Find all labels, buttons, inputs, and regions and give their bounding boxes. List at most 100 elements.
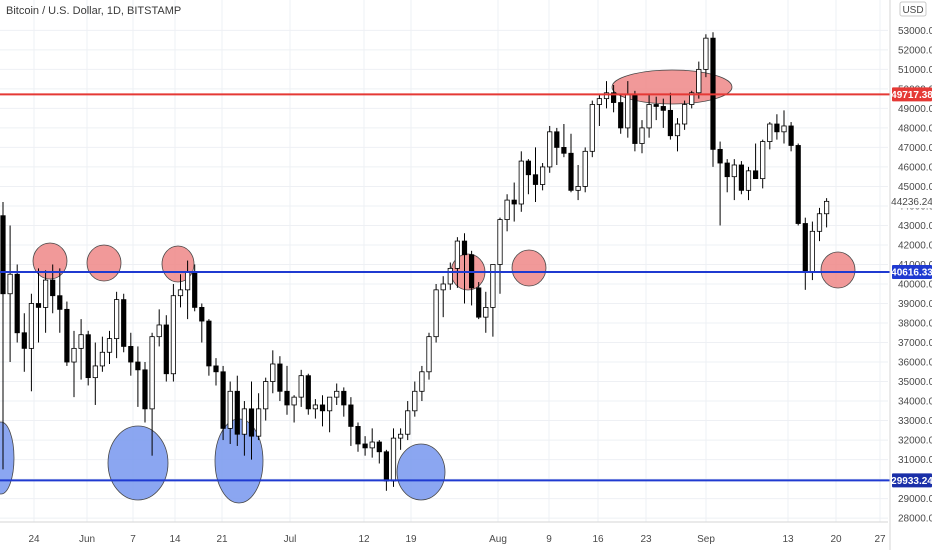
candle (781, 110, 787, 144)
candle-body (220, 371, 226, 429)
candle (767, 122, 773, 150)
x-tick-label: Jun (79, 534, 95, 545)
candle-body (227, 390, 233, 429)
candle (284, 365, 290, 415)
candle-body (305, 375, 311, 410)
candle-body (397, 433, 404, 439)
candle-body (319, 404, 326, 412)
candle-body (525, 160, 532, 176)
candle (717, 141, 723, 226)
candle (703, 34, 709, 78)
candle (71, 330, 77, 398)
candle-body (99, 351, 105, 367)
y-tick-label: 42000.00 (898, 240, 932, 251)
candle-body (689, 92, 695, 105)
price-badge: 40616.33 (891, 264, 932, 279)
candle (326, 396, 333, 433)
price-badge: 49717.38 (891, 87, 932, 102)
candle (92, 342, 98, 405)
currency-box[interactable]: USD (899, 1, 927, 17)
candle (177, 274, 184, 308)
candle (632, 90, 638, 152)
x-tick-label: 13 (782, 534, 794, 545)
x-tick-label: Jul (284, 534, 297, 545)
candle (568, 133, 574, 193)
y-tick-label: 33000.00 (898, 416, 932, 427)
candle (369, 428, 375, 458)
candle (582, 147, 588, 193)
candle (738, 161, 745, 195)
y-tick-label: 40000.00 (898, 279, 932, 290)
candle-body (412, 390, 418, 412)
candle-body (78, 334, 84, 349)
y-tick-label: 39000.00 (898, 299, 932, 310)
candle-body (14, 273, 20, 334)
candle (57, 268, 63, 333)
price-badge-box (892, 87, 932, 102)
candle-body (547, 131, 553, 168)
x-tick-label: Aug (489, 534, 507, 545)
candle (731, 159, 737, 201)
candle-body (646, 104, 652, 129)
candle-body (206, 320, 212, 367)
candle (376, 440, 382, 464)
candle (355, 422, 361, 452)
candle (142, 362, 148, 423)
candle-body (43, 279, 49, 308)
candle-body (589, 104, 595, 152)
candle (561, 124, 567, 158)
candle (824, 198, 830, 228)
candle (504, 194, 510, 232)
candle (121, 293, 127, 353)
resistance-zone-ellipse (611, 69, 733, 105)
candle-body (753, 170, 759, 180)
y-tick-label: 29000.00 (898, 494, 932, 505)
support-touch-ellipse (511, 249, 547, 287)
candle-body (596, 98, 603, 105)
candle-body (177, 289, 184, 297)
y-tick-label: 36000.00 (898, 358, 932, 369)
candle (497, 217, 503, 294)
candle-body (142, 369, 148, 410)
candle-body (767, 123, 773, 142)
candle-body (71, 347, 77, 363)
support-zone-ellipse (396, 443, 446, 501)
currency-label: USD (902, 5, 923, 16)
candle (490, 264, 496, 337)
candle (248, 381, 255, 460)
candle-body (717, 148, 723, 164)
candle (660, 98, 666, 128)
candle (554, 127, 560, 165)
candle (0, 202, 6, 470)
candle (816, 207, 823, 242)
candle-body (582, 150, 588, 187)
candle-body (639, 127, 645, 144)
candle (426, 332, 432, 380)
candle-body (653, 104, 659, 107)
candle-body (696, 68, 702, 94)
candle-body (532, 174, 539, 185)
x-tick-label: 20 (830, 534, 842, 545)
resistance-touch-ellipse (32, 242, 68, 280)
currency-box-frame (899, 1, 927, 17)
candle-body (511, 199, 517, 205)
candle (419, 365, 425, 402)
candle-body (64, 308, 70, 363)
candle-body (433, 289, 439, 338)
candle (163, 315, 169, 382)
x-tick-label: 21 (216, 534, 228, 545)
candle (575, 164, 581, 201)
y-tick-label: 47000.00 (898, 143, 932, 154)
candle (99, 336, 105, 372)
candle-body (291, 396, 297, 406)
candle-body (163, 324, 169, 375)
candle (255, 393, 262, 441)
y-tick-label: 45000.00 (898, 182, 932, 193)
candle (263, 377, 269, 421)
price-badge: 29933.24 (891, 473, 932, 488)
candle-body (816, 213, 823, 232)
candle-body (461, 240, 468, 256)
candle (149, 332, 155, 456)
price-badge-label: 44236.24 (891, 197, 932, 208)
